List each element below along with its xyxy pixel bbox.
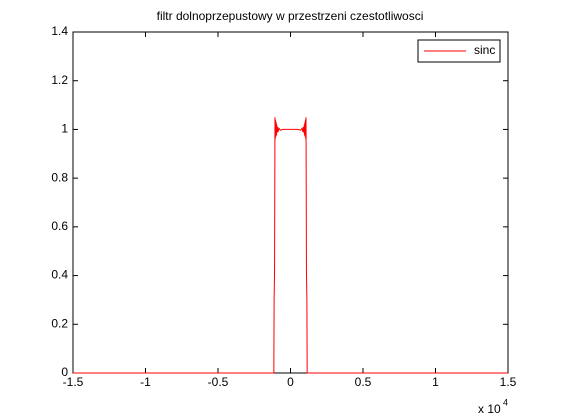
series-line [73,117,508,374]
y-tick-label: 0.8 [51,170,68,184]
y-tick-label: 0.6 [51,219,68,233]
axes-box [72,31,509,374]
x-multiplier-exponent: 4 [503,397,508,407]
x-tick-label: 0.5 [355,375,372,389]
x-tick-label: -1 [140,375,151,389]
x-tick-label: 1.5 [500,375,517,389]
y-tick-label: 0.4 [51,268,68,282]
x-tick-label: -0.5 [208,375,229,389]
x-multiplier: x 10 [478,402,501,416]
y-tick-label: 1.4 [51,24,68,38]
y-tick-label: 0 [61,365,68,379]
x-tick-label: 1 [432,375,439,389]
chart-title: filtr dolnoprzepustowy w przestrzeni cze… [157,9,424,23]
x-tick-label: -1.5 [63,375,84,389]
y-tick-label: 0.2 [51,316,68,330]
y-tick-label: 1.2 [51,73,68,87]
y-tick-label: 1 [61,122,68,136]
legend-label: sinc [474,43,495,57]
x-tick-label: 0 [287,375,294,389]
